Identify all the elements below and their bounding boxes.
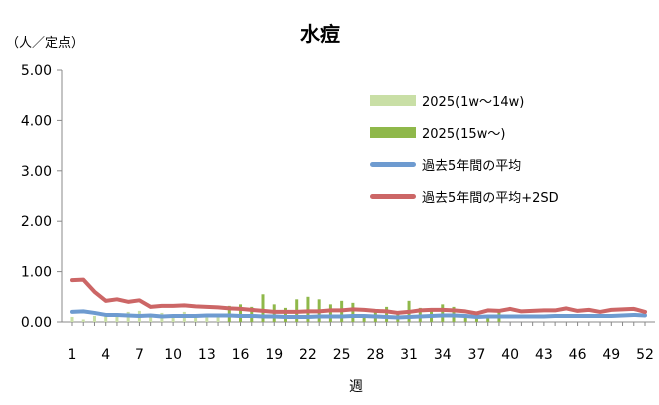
- legend-label-late: 2025(15w〜): [422, 126, 506, 142]
- x-tick-label: 10: [164, 347, 182, 363]
- y-tick-label: 4.00: [21, 113, 52, 129]
- bar-late: [239, 304, 243, 322]
- bar-early: [216, 313, 220, 322]
- x-axis-label: 週: [349, 379, 363, 395]
- x-tick-label: 28: [366, 347, 384, 363]
- x-tick-label: 37: [468, 347, 486, 363]
- bar-late: [351, 302, 355, 322]
- y-tick-label: 3.00: [21, 164, 52, 180]
- bar-late: [486, 316, 490, 322]
- bar-early: [115, 314, 119, 322]
- legend-label-avg: 過去5年間の平均: [422, 158, 522, 174]
- bar-early: [70, 316, 74, 322]
- bar-early: [92, 315, 96, 322]
- chart-title: 水痘: [300, 22, 340, 46]
- bar-late: [328, 304, 332, 322]
- legend-item-sd: 過去5年間の平均+2SD: [370, 180, 559, 212]
- bar-late: [463, 316, 467, 322]
- series-line-average: [70, 309, 647, 320]
- y-unit-label: （人／定点）: [6, 36, 85, 51]
- bar-late: [283, 307, 287, 322]
- legend-swatch-early: [370, 94, 416, 106]
- y-tick-label: 0.00: [21, 315, 52, 331]
- y-tick-label: 5.00: [21, 63, 52, 79]
- x-tick-label: 40: [501, 347, 519, 363]
- x-tick-label: 16: [232, 347, 250, 363]
- bar-early: [81, 319, 85, 322]
- legend: 2025(1w〜14w) 2025(15w〜) 過去5年間の平均 過去5年間の平…: [370, 84, 559, 212]
- bar-late: [362, 316, 366, 322]
- y-tick-label: 1.00: [21, 265, 52, 281]
- bar-late: [441, 304, 445, 322]
- bar-early: [205, 315, 209, 322]
- legend-item-early: 2025(1w〜14w): [370, 84, 559, 116]
- x-tick-label: 1: [68, 347, 77, 363]
- legend-item-late: 2025(15w〜): [370, 116, 559, 148]
- x-tick-label: 4: [101, 347, 110, 363]
- legend-item-avg: 過去5年間の平均: [370, 148, 559, 180]
- x-tick-label: 22: [299, 347, 317, 363]
- x-tick-label: 19: [265, 347, 283, 363]
- bar-early: [171, 314, 175, 322]
- x-tick-label: 52: [636, 347, 654, 363]
- bar-late: [306, 296, 310, 322]
- y-tick-label: 2.00: [21, 214, 52, 230]
- x-tick-label: 13: [198, 347, 216, 363]
- legend-label-early: 2025(1w〜14w): [422, 94, 525, 110]
- x-tick-label: 46: [569, 347, 587, 363]
- legend-swatch-avg: [370, 161, 416, 167]
- series-line-average-plus-2sd: [70, 277, 647, 316]
- bar-early: [194, 314, 198, 322]
- x-tick-label: 31: [400, 347, 418, 363]
- bar-early: [149, 314, 153, 322]
- bar-late: [385, 306, 389, 322]
- legend-label-sd: 過去5年間の平均+2SD: [422, 190, 559, 206]
- x-tick-label: 49: [602, 347, 620, 363]
- bar-early: [104, 315, 108, 322]
- legend-swatch-late: [370, 126, 416, 138]
- legend-swatch-sd: [370, 193, 416, 199]
- bar-late: [261, 294, 265, 322]
- x-tick-label: 43: [535, 347, 553, 363]
- x-tick-label: 25: [333, 347, 351, 363]
- x-tick-label: 34: [434, 347, 452, 363]
- x-tick-label: 7: [135, 347, 144, 363]
